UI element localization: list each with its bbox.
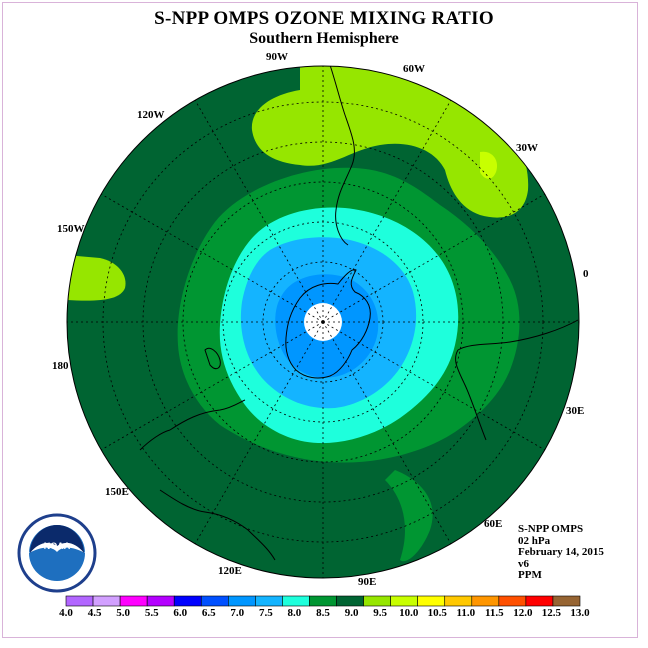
lon-label-60e: 60E <box>484 518 503 530</box>
coastlines <box>139 66 579 561</box>
lon-label-150w: 150W <box>57 223 85 235</box>
logo-upper <box>30 525 84 553</box>
units-label: PPM <box>518 569 542 581</box>
colorbar-tick-label: 7.5 <box>259 607 273 619</box>
contour-9-5-left <box>67 255 126 301</box>
colorbar-tick-label: 5.0 <box>116 607 130 619</box>
colorbar-swatch <box>92 595 121 607</box>
colorbar-swatch <box>282 595 310 607</box>
colorbar-tick-label: 4.5 <box>87 607 102 619</box>
colorbar-tick-label: 7.0 <box>230 607 245 619</box>
graticule <box>67 66 579 578</box>
colorbar-tick-label: 11.5 <box>484 607 504 619</box>
colorbar-tick-label: 8.0 <box>287 607 302 619</box>
colorbar-swatch <box>200 595 229 607</box>
colorbar-swatch <box>498 595 527 607</box>
date-label: February 14, 2015 <box>518 546 604 558</box>
map-title: S-NPP OMPS OZONE MIXING RATIO <box>154 8 494 29</box>
colorbar-swatch <box>390 595 418 607</box>
colorbar-swatch <box>417 595 446 607</box>
colorbar-swatch <box>173 595 202 607</box>
colorbar-tick-label: 5.5 <box>144 607 159 619</box>
colorbar-swatch <box>146 595 175 607</box>
colorbar-tick-label: 9.5 <box>373 607 387 619</box>
colorbar-tick-label: 6.5 <box>201 607 216 619</box>
africa-coast <box>455 319 579 441</box>
colorbar-tick-label: 12.0 <box>513 607 533 619</box>
colorbar-tick-label: 4.0 <box>59 607 73 619</box>
colorbar-tick-label: 6.0 <box>173 607 188 619</box>
new-zealand-coast <box>204 347 221 370</box>
colorbar-swatch <box>363 595 391 607</box>
noaa-logo: NOAA <box>17 513 97 593</box>
colorbar-tick-label: 10.0 <box>399 607 419 619</box>
lon-label-180: 180 <box>52 360 69 372</box>
colorbar-swatch <box>119 595 148 607</box>
colorbar-swatch <box>65 595 94 607</box>
colorbar-swatch <box>471 595 500 607</box>
version-label: v6 <box>518 557 529 570</box>
colorbar-swatch <box>552 595 581 607</box>
colorbar-swatch <box>309 595 337 607</box>
map-subtitle: Southern Hemisphere <box>249 30 399 47</box>
contour-8-5-tail <box>385 470 433 562</box>
colorbar-tick-label: 11.0 <box>456 607 476 619</box>
colorbar-tick-label: 9.0 <box>344 607 359 619</box>
figure-frame <box>2 2 638 638</box>
south-america-coast <box>329 66 355 246</box>
map-boundary <box>66 65 580 579</box>
colorbar-swatch <box>228 595 256 607</box>
colorbar <box>65 595 581 607</box>
lon-label-90e: 90E <box>358 576 377 588</box>
colorbar-swatch <box>444 595 473 607</box>
lon-label-30w: 30W <box>516 142 538 154</box>
pressure-level: 02 hPa <box>518 534 551 547</box>
info-block: S-NPP OMPS 02 hPa February 14, 2015 v6 P… <box>518 523 604 582</box>
colorbar-tick-label: 8.5 <box>316 607 330 619</box>
lon-label-150e: 150E <box>105 486 129 498</box>
lon-label-30e: 30E <box>566 405 585 417</box>
instrument-label: S-NPP OMPS <box>518 523 584 535</box>
lon-label-120w: 120W <box>137 109 165 121</box>
lon-label-60w: 60W <box>403 63 425 75</box>
colorbar-swatch <box>255 595 283 607</box>
lon-label-120e: 120E <box>218 565 242 577</box>
colorbar-tick-label: 13.0 <box>570 607 590 619</box>
colorbar-tick-label: 10.5 <box>427 607 447 619</box>
colorbar-swatch <box>525 595 554 607</box>
logo-text: NOAA <box>44 541 71 551</box>
australia-coast <box>139 399 276 561</box>
colorbar-tick-label: 12.5 <box>541 607 562 619</box>
antarctica-coast <box>285 269 371 379</box>
colorbar-swatch <box>336 595 364 607</box>
lon-label-90w: 90W <box>266 51 288 63</box>
lon-label-0: 0 <box>583 268 589 280</box>
